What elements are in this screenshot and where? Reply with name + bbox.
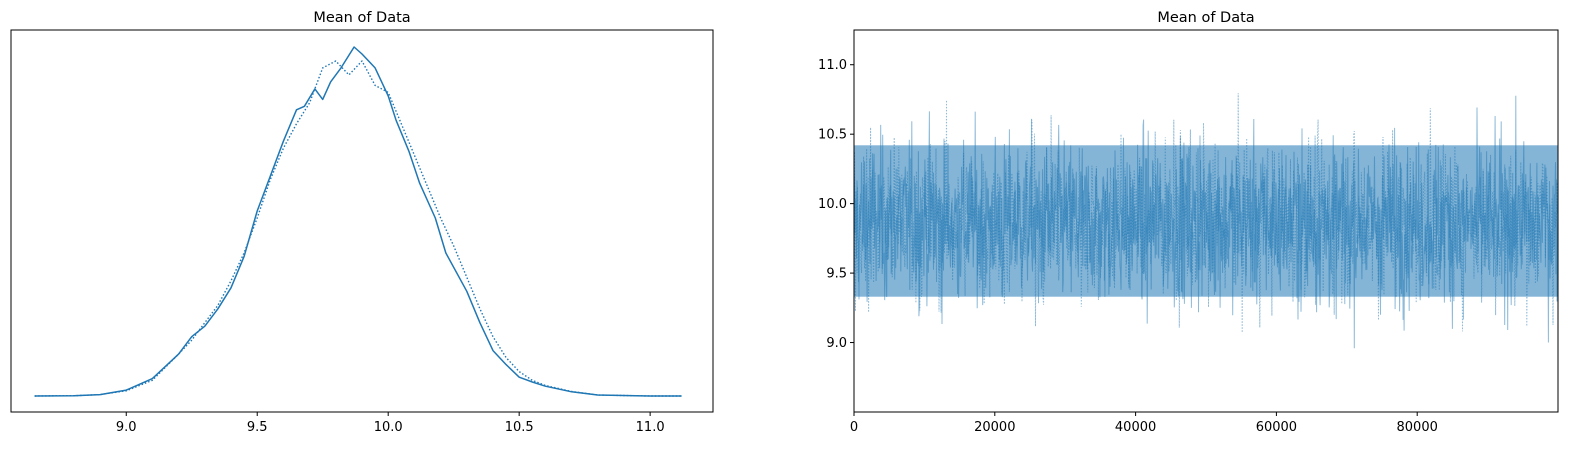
density-line-solid bbox=[34, 46, 682, 397]
density-x-tick-label: 10.0 bbox=[374, 420, 403, 435]
density-plot-area bbox=[34, 46, 682, 397]
trace-x-tick-label: 40000 bbox=[1115, 420, 1156, 435]
trace-plot-panel: Mean of Data 0 20000 40000 60000 80000 9.0 9.5… bbox=[818, 10, 1559, 435]
trace-y-tick-label: 11.0 bbox=[818, 58, 847, 73]
trace-line-dotted bbox=[854, 93, 1558, 333]
trace-axis-ticks: 0 20000 40000 60000 80000 9.0 9.5 10.0 10.5 11.0 bbox=[818, 58, 1438, 435]
trace-x-tick-label: 20000 bbox=[974, 420, 1015, 435]
density-x-tick-label: 9.5 bbox=[247, 420, 268, 435]
trace-y-tick-label: 10.5 bbox=[818, 128, 847, 143]
trace-plot-title: Mean of Data bbox=[1157, 10, 1254, 26]
trace-y-tick-label: 9.5 bbox=[826, 267, 847, 282]
density-x-tick-label: 9.0 bbox=[116, 420, 137, 435]
density-plot-panel: Mean of Data 9.0 9.5 10.0 10.5 11.0 bbox=[10, 10, 714, 435]
density-x-tick-label: 10.5 bbox=[505, 420, 534, 435]
density-plot-title: Mean of Data bbox=[313, 10, 410, 26]
density-line-dotted bbox=[34, 60, 682, 397]
density-x-ticks: 9.0 9.5 10.0 10.5 11.0 bbox=[116, 412, 665, 435]
density-plot-frame bbox=[10, 29, 714, 413]
trace-x-tick-label: 0 bbox=[850, 420, 858, 435]
trace-plot-area bbox=[854, 93, 1558, 349]
trace-x-tick-label: 80000 bbox=[1397, 420, 1438, 435]
trace-y-tick-label: 9.0 bbox=[826, 336, 847, 351]
trace-y-tick-label: 10.0 bbox=[818, 197, 847, 212]
density-x-tick-label: 11.0 bbox=[636, 420, 665, 435]
trace-plot-frame bbox=[853, 29, 1559, 413]
trace-x-tick-label: 60000 bbox=[1256, 420, 1297, 435]
